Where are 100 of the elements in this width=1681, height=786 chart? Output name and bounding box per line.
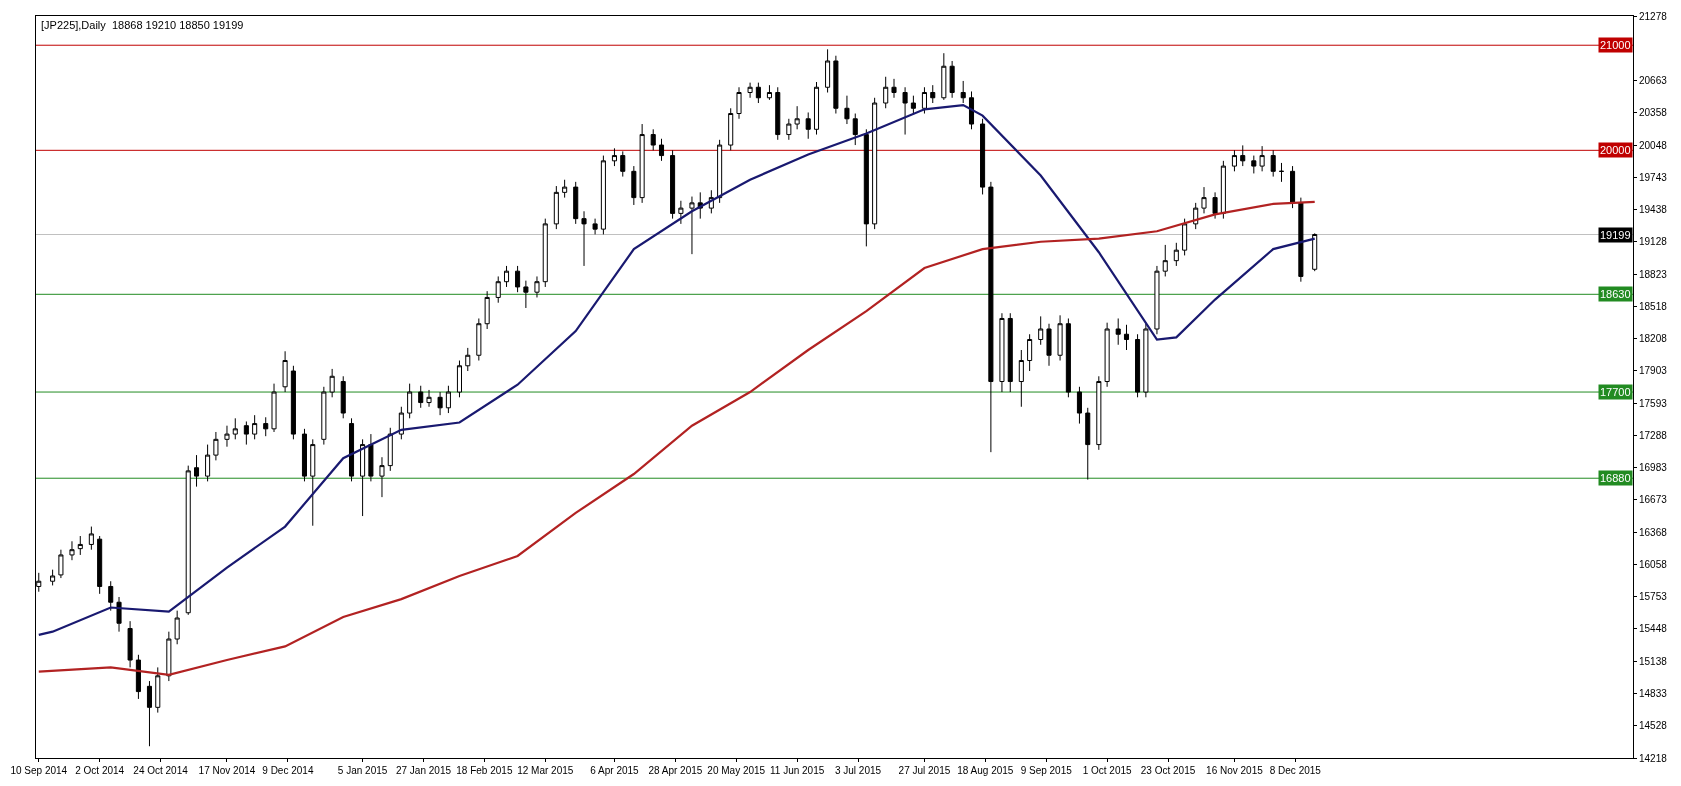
x-tick-label: 2 Oct 2014 — [75, 765, 125, 776]
line-series — [37, 104, 1316, 636]
candlestick — [1259, 145, 1265, 172]
candlestick — [135, 654, 141, 700]
y-tick-label: 21278 — [1639, 10, 1668, 22]
candlestick — [174, 610, 180, 645]
candlestick — [340, 375, 346, 419]
y-tick-label: 14833 — [1639, 687, 1668, 699]
y-tick-label: 15448 — [1639, 623, 1668, 635]
x-tick-label: 11 Jun 2015 — [769, 765, 825, 776]
candlestick — [88, 526, 94, 551]
candlestick — [465, 347, 471, 372]
y-tick-label: 16058 — [1639, 559, 1668, 571]
candlestick — [639, 123, 645, 204]
candlestick — [891, 78, 897, 99]
x-tick-label: 27 Jul 2015 — [898, 765, 951, 776]
candlestick — [805, 111, 811, 140]
x-tick-label: 24 Oct 2014 — [133, 765, 189, 776]
x-tick-label: 3 Jul 2015 — [834, 765, 882, 776]
candlestick — [1065, 317, 1071, 398]
y-tick-label: 20663 — [1639, 75, 1668, 87]
x-tick-label: 18 Aug 2015 — [957, 765, 1014, 776]
candlestick — [146, 680, 153, 747]
x-tick-label: 9 Sep 2015 — [1020, 765, 1073, 776]
y-tick-label: 18208 — [1639, 333, 1668, 345]
candlestick — [678, 200, 684, 225]
y-tick-label: 18518 — [1639, 300, 1668, 312]
candlestick — [988, 181, 994, 453]
y-tick-label: 17593 — [1639, 397, 1668, 409]
candlestick — [1135, 333, 1141, 398]
ref-line-label: 19199 — [1600, 229, 1631, 241]
candlestick — [348, 417, 355, 482]
y-tick-label: 17903 — [1639, 365, 1668, 377]
candlestick — [282, 350, 288, 393]
candlestick — [503, 265, 510, 288]
candlestick — [1027, 333, 1033, 372]
y-tick-label: 17288 — [1639, 429, 1668, 441]
line-series — [37, 200, 1316, 676]
candlestick — [127, 620, 133, 668]
candlestick — [263, 416, 269, 437]
candlestick — [1018, 349, 1024, 408]
candlestick — [833, 55, 839, 115]
candlestick — [50, 569, 56, 586]
x-tick-label: 12 Mar 2015 — [517, 765, 574, 776]
y-tick-label: 16368 — [1639, 526, 1668, 538]
candlestick — [368, 433, 374, 482]
candlestick — [670, 149, 676, 220]
candlestick — [775, 86, 781, 141]
candlestick — [786, 118, 792, 141]
candlestick — [495, 275, 501, 304]
y-tick-label: 15753 — [1639, 591, 1668, 603]
y-tick-label: 18823 — [1639, 268, 1668, 280]
y-tick-label: 19128 — [1639, 236, 1668, 248]
candlestick — [728, 107, 734, 151]
candlestick — [852, 113, 858, 146]
y-tick-label: 19438 — [1639, 203, 1668, 215]
x-tick-label: 9 Dec 2014 — [262, 765, 314, 776]
x-tick-label: 6 Apr 2015 — [590, 765, 640, 776]
candlestick — [813, 81, 820, 136]
candlestick — [658, 138, 665, 162]
candlestick — [1085, 407, 1091, 481]
candlestick — [689, 196, 695, 255]
candlestick — [523, 280, 529, 309]
candlestick — [437, 391, 443, 416]
x-tick-label: 20 May 2015 — [707, 765, 766, 776]
y-tick-label: 14218 — [1639, 752, 1668, 764]
candlestick — [844, 95, 850, 125]
candlestick — [97, 535, 103, 595]
ref-line-label: 18630 — [1600, 288, 1631, 300]
candlestick — [631, 165, 637, 206]
candlestick — [902, 86, 908, 136]
candlestick — [910, 95, 916, 115]
candlestick — [1123, 324, 1130, 351]
y-tick-label: 14528 — [1639, 719, 1668, 731]
candlestick — [379, 456, 385, 498]
candlestick — [1096, 375, 1102, 451]
candlestick — [883, 76, 889, 109]
candlestick — [194, 454, 200, 488]
candlestick — [232, 417, 238, 440]
candlestick — [224, 425, 230, 448]
x-tick-label: 27 Jan 2015 — [395, 765, 452, 776]
candlestick — [69, 540, 75, 561]
candlestick — [166, 631, 172, 682]
candlestick — [418, 385, 424, 409]
x-tick-label: 17 Nov 2014 — [198, 765, 256, 776]
candlestick — [562, 179, 568, 199]
candlestick — [1104, 322, 1110, 388]
ref-line-label: 21000 — [1600, 39, 1631, 51]
candlestick — [108, 580, 114, 612]
candlestick — [766, 84, 772, 101]
candlestick — [426, 389, 432, 408]
candlestick — [1220, 160, 1226, 220]
y-tick-label: 20048 — [1639, 139, 1668, 151]
candlestick — [1312, 232, 1318, 272]
candlestick — [1290, 165, 1296, 209]
x-tick-label: 28 Apr 2015 — [648, 765, 703, 776]
candlestick — [185, 465, 191, 616]
candlestick — [949, 60, 955, 99]
candlestick — [1162, 244, 1168, 277]
candlestick — [290, 365, 296, 440]
